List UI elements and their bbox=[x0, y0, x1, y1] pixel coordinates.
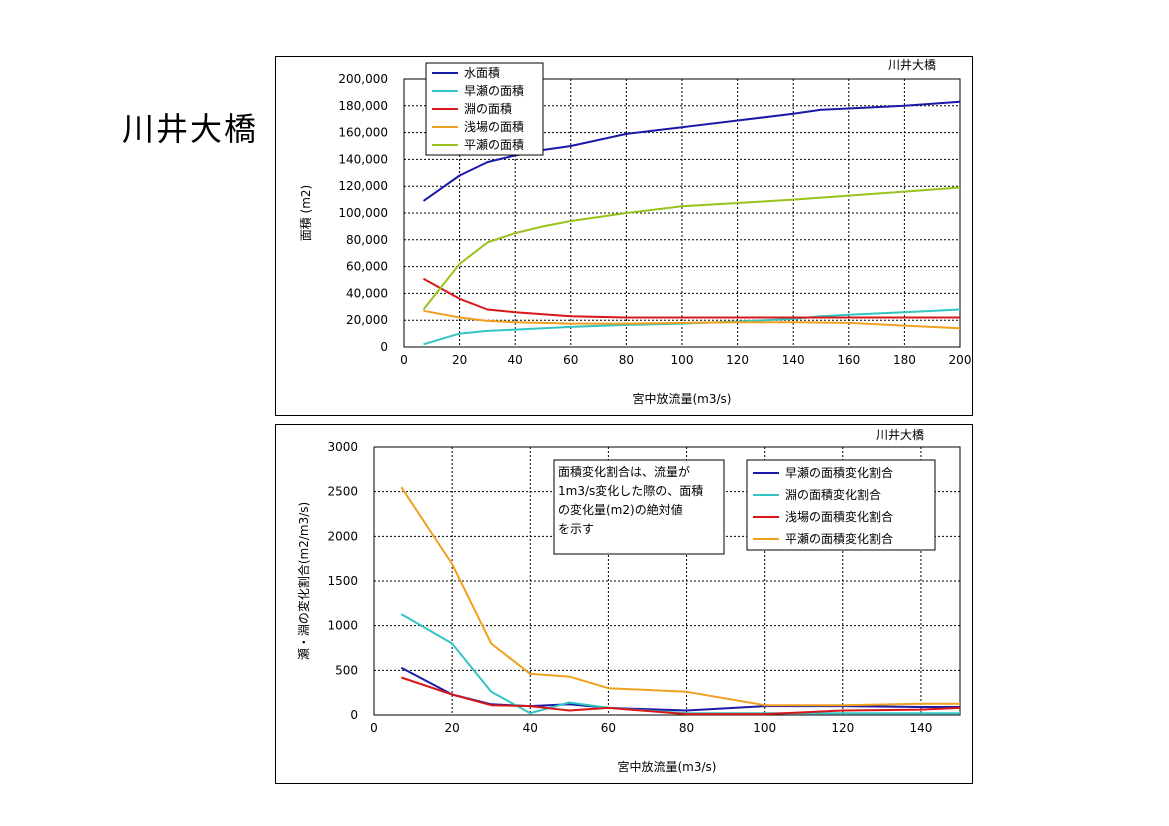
y-axis-title: 面積 (m2) bbox=[298, 185, 313, 242]
x-tick-label: 120 bbox=[726, 353, 749, 367]
x-tick-label: 40 bbox=[523, 721, 538, 735]
legend-label: 淵の面積変化割合 bbox=[785, 487, 881, 502]
x-tick-label: 40 bbox=[508, 353, 523, 367]
series-line bbox=[423, 309, 961, 330]
x-tick-label: 60 bbox=[601, 721, 616, 735]
legend-box bbox=[746, 459, 936, 551]
x-tick-label: 80 bbox=[679, 721, 694, 735]
legend-label: 水面積 bbox=[464, 65, 500, 80]
y-tick-label: 100,000 bbox=[338, 206, 388, 220]
y-tick-label: 140,000 bbox=[338, 152, 388, 166]
y-tick-label: 2500 bbox=[327, 485, 358, 499]
x-tick-label: 100 bbox=[671, 353, 694, 367]
y-tick-label: 80,000 bbox=[346, 233, 388, 247]
x-tick-label: 80 bbox=[619, 353, 634, 367]
legend-label: 浅場の面積変化割合 bbox=[785, 509, 893, 524]
x-tick-label: 180 bbox=[893, 353, 916, 367]
legend-label: 浅場の面積 bbox=[464, 119, 524, 134]
x-axis-title: 宮中放流量(m3/s) bbox=[618, 759, 717, 774]
x-tick-label: 120 bbox=[831, 721, 854, 735]
y-tick-label: 160,000 bbox=[338, 126, 388, 140]
y-tick-label: 0 bbox=[350, 708, 358, 722]
note-text: 1m3/s変化した際の、面積 bbox=[558, 483, 703, 498]
legend-label: 早瀬の面積 bbox=[464, 83, 524, 98]
x-tick-label: 200 bbox=[949, 353, 972, 367]
x-axis-title: 宮中放流量(m3/s) bbox=[633, 391, 732, 406]
y-tick-label: 0 bbox=[380, 340, 388, 354]
y-tick-label: 40,000 bbox=[346, 286, 388, 300]
y-tick-label: 2000 bbox=[327, 529, 358, 543]
legend-label: 平瀬の面積変化割合 bbox=[785, 531, 893, 546]
change-ratio-chart-svg: 0 20 40 60 80 100 120 140 0 500 1000 1500 2000 2500 30… bbox=[296, 428, 961, 774]
y-tick-label: 180,000 bbox=[338, 99, 388, 113]
series-line bbox=[423, 277, 960, 319]
series-line bbox=[400, 486, 960, 707]
x-tick-label: 60 bbox=[563, 353, 578, 367]
x-tick-label: 20 bbox=[452, 353, 467, 367]
y-tick-label: 60,000 bbox=[346, 260, 388, 274]
legend-label: 平瀬の面積 bbox=[464, 137, 524, 152]
chart-corner-label: 川井大橋 bbox=[888, 58, 936, 72]
x-tick-label: 20 bbox=[444, 721, 459, 735]
page-title: 川井大橋 bbox=[122, 110, 259, 148]
y-tick-label: 120,000 bbox=[338, 179, 388, 193]
y-tick-label: 1500 bbox=[327, 574, 358, 588]
area-chart: 0 20 40 60 80 100 120 140 160 180 200 0 20,000 40,000… bbox=[275, 56, 973, 416]
x-tick-label: 0 bbox=[370, 721, 378, 735]
y-tick-label: 200,000 bbox=[338, 72, 388, 86]
note-box bbox=[553, 459, 725, 555]
series-line bbox=[400, 676, 961, 716]
y-axis-title: 瀬・淵の変化割合(m2/m3/s) bbox=[296, 502, 311, 660]
chart-corner-label: 川井大橋 bbox=[876, 428, 924, 442]
note-text: 面積変化割合は、流量が bbox=[558, 464, 690, 479]
change-ratio-chart: 0 20 40 60 80 100 120 140 0 500 1000 1500 2000 2500 30… bbox=[275, 424, 973, 784]
area-chart-svg: 0 20 40 60 80 100 120 140 160 180 200 0 20,000 40,000… bbox=[298, 58, 972, 406]
y-tick-label: 1000 bbox=[327, 619, 358, 633]
y-tick-label: 3000 bbox=[327, 440, 358, 454]
series-line bbox=[422, 100, 961, 202]
note-text: の変化量(m2)の絶対値 bbox=[558, 502, 683, 517]
x-tick-label: 140 bbox=[782, 353, 805, 367]
series-line bbox=[422, 186, 961, 311]
y-tick-label: 500 bbox=[335, 663, 358, 677]
x-tick-label: 0 bbox=[400, 353, 408, 367]
x-tick-label: 160 bbox=[837, 353, 860, 367]
x-tick-label: 100 bbox=[753, 721, 776, 735]
x-tick-label: 140 bbox=[909, 721, 932, 735]
legend-label: 淵の面積 bbox=[464, 101, 512, 116]
y-tick-label: 20,000 bbox=[346, 313, 388, 327]
note-text: を示す bbox=[558, 522, 594, 536]
legend-label: 早瀬の面積変化割合 bbox=[785, 465, 893, 480]
